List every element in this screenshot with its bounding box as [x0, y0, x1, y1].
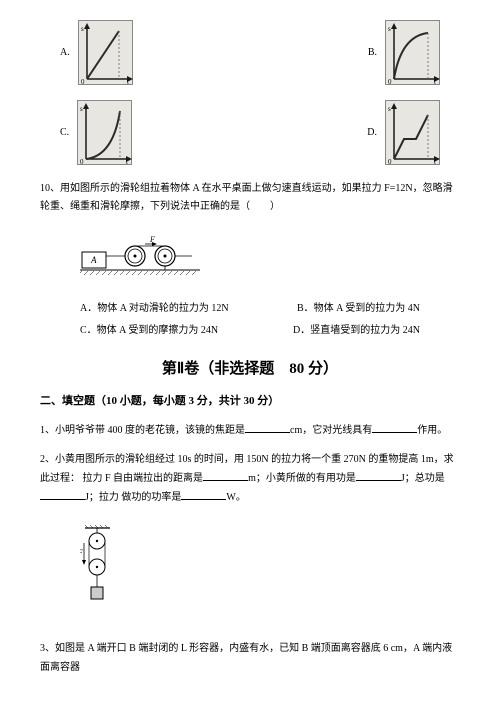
graph-label-c: C.	[60, 125, 69, 141]
section2-subtitle: 二、填空题（10 小题，每小题 3 分，共计 30 分）	[40, 393, 460, 411]
graph-row-1: A. 0 t s B. 0	[40, 20, 460, 85]
svg-text:0: 0	[80, 158, 84, 166]
box-a-label: A	[90, 255, 97, 265]
svg-text:s: s	[80, 105, 83, 113]
q10-options-row1: A．物体 A 对动滑轮的拉力为 12N B．物体 A 受到的拉力为 4N	[80, 301, 420, 317]
graph-option-c: C. 0 t s	[60, 100, 132, 165]
svg-text:s: s	[388, 105, 391, 113]
blank	[372, 421, 417, 433]
section2-title: 第Ⅱ卷（非选择题 80 分）	[40, 357, 460, 381]
fill-q1: 1、小明爷爷带 400 度的老花镜，该镜的焦距是 cm，它对光线具有 作用。	[40, 421, 460, 440]
q10-option-b: B．物体 A 受到的拉力为 4N	[297, 301, 420, 317]
graph-option-b: B. 0 t s	[368, 20, 440, 85]
svg-text:0: 0	[388, 78, 392, 86]
force-f-vertical-label: F	[80, 548, 83, 557]
svg-text:t: t	[434, 78, 436, 86]
fill2-line2d: J；拉力	[85, 492, 119, 503]
blank	[40, 488, 85, 500]
graph-box-d: 0 t s	[385, 100, 440, 165]
svg-text:s: s	[388, 25, 391, 33]
q10-option-a: A．物体 A 对动滑轮的拉力为 12N	[80, 301, 229, 317]
q10-pulley-diagram: A F	[80, 234, 200, 279]
blank	[356, 469, 401, 481]
origin-label: 0	[81, 78, 85, 86]
fill2-line2c: J；总功是	[401, 473, 445, 484]
y-axis-label: s	[81, 25, 84, 33]
blank	[245, 421, 290, 433]
graph-option-a: A. 0 t s	[60, 20, 133, 85]
graph-label-b: B.	[368, 45, 377, 61]
fill1-prefix: 1、小明爷爷带 400 度的老花镜，该镜的焦距是	[40, 425, 245, 436]
graph-row-2: C. 0 t s D. 0	[40, 100, 460, 165]
q10-option-d: D．竖直墙受到的拉力为 24N	[293, 323, 420, 339]
fill2-pulley-diagram: F	[80, 525, 115, 615]
fill2-line3a: 做功的功率是	[121, 492, 181, 503]
graph-box-c: 0 t s	[77, 100, 132, 165]
fill1-unit1: cm，它对光线具有	[290, 425, 372, 436]
fill-q3: 3、如图是 A 端开口 B 端封闭的 L 形容器，内盛有水，已知 B 端顶面离容…	[40, 639, 460, 677]
blank	[181, 488, 226, 500]
graph-option-d: D. 0 t s	[367, 100, 440, 165]
graph-label-a: A.	[60, 45, 70, 61]
graph-box-a: 0 t s	[78, 20, 133, 85]
fill2-line2a: 拉力 F 自由端拉出的距离是	[83, 473, 204, 484]
svg-text:t: t	[126, 158, 128, 166]
fill2-line3b: W。	[226, 492, 245, 503]
svg-text:0: 0	[388, 158, 392, 166]
blank	[203, 469, 248, 481]
fill-q2: 2、小黄用图所示的滑轮组经过 10s 的时间，用 150N 的拉力将一个重 27…	[40, 450, 460, 507]
x-axis-label: t	[127, 78, 129, 86]
q10-text: 10、用如图所示的滑轮组拉着物体 A 在水平桌面上做匀速直线运动，如果拉力 F=…	[40, 180, 460, 216]
q10-options-row2: C．物体 A 受到的摩擦力为 24N D．竖直墙受到的拉力为 24N	[80, 323, 420, 339]
fill2-line2b: m；小黄所做的有用功是	[248, 473, 356, 484]
fill1-suffix: 作用。	[417, 425, 447, 436]
graph-box-b: 0 t s	[385, 20, 440, 85]
svg-text:t: t	[434, 158, 436, 166]
graph-label-d: D.	[367, 125, 377, 141]
q10-option-c: C．物体 A 受到的摩擦力为 24N	[80, 323, 218, 339]
